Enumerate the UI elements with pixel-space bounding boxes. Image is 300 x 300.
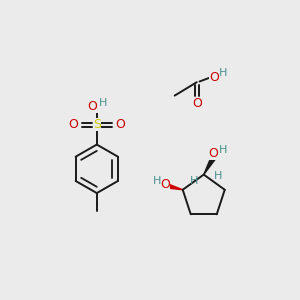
Text: O: O (69, 118, 79, 131)
Text: O: O (208, 147, 218, 160)
Text: S: S (93, 118, 101, 131)
Text: H: H (219, 145, 227, 155)
Polygon shape (165, 183, 183, 190)
Text: H: H (214, 171, 222, 182)
Text: O: O (192, 97, 202, 110)
Text: H: H (219, 68, 227, 78)
Text: O: O (88, 100, 98, 113)
Text: H: H (153, 176, 161, 185)
Polygon shape (204, 157, 215, 175)
Text: O: O (115, 118, 125, 131)
Text: O: O (160, 178, 170, 191)
Text: H: H (98, 98, 107, 108)
Text: H: H (190, 176, 198, 186)
Text: O: O (209, 71, 219, 84)
